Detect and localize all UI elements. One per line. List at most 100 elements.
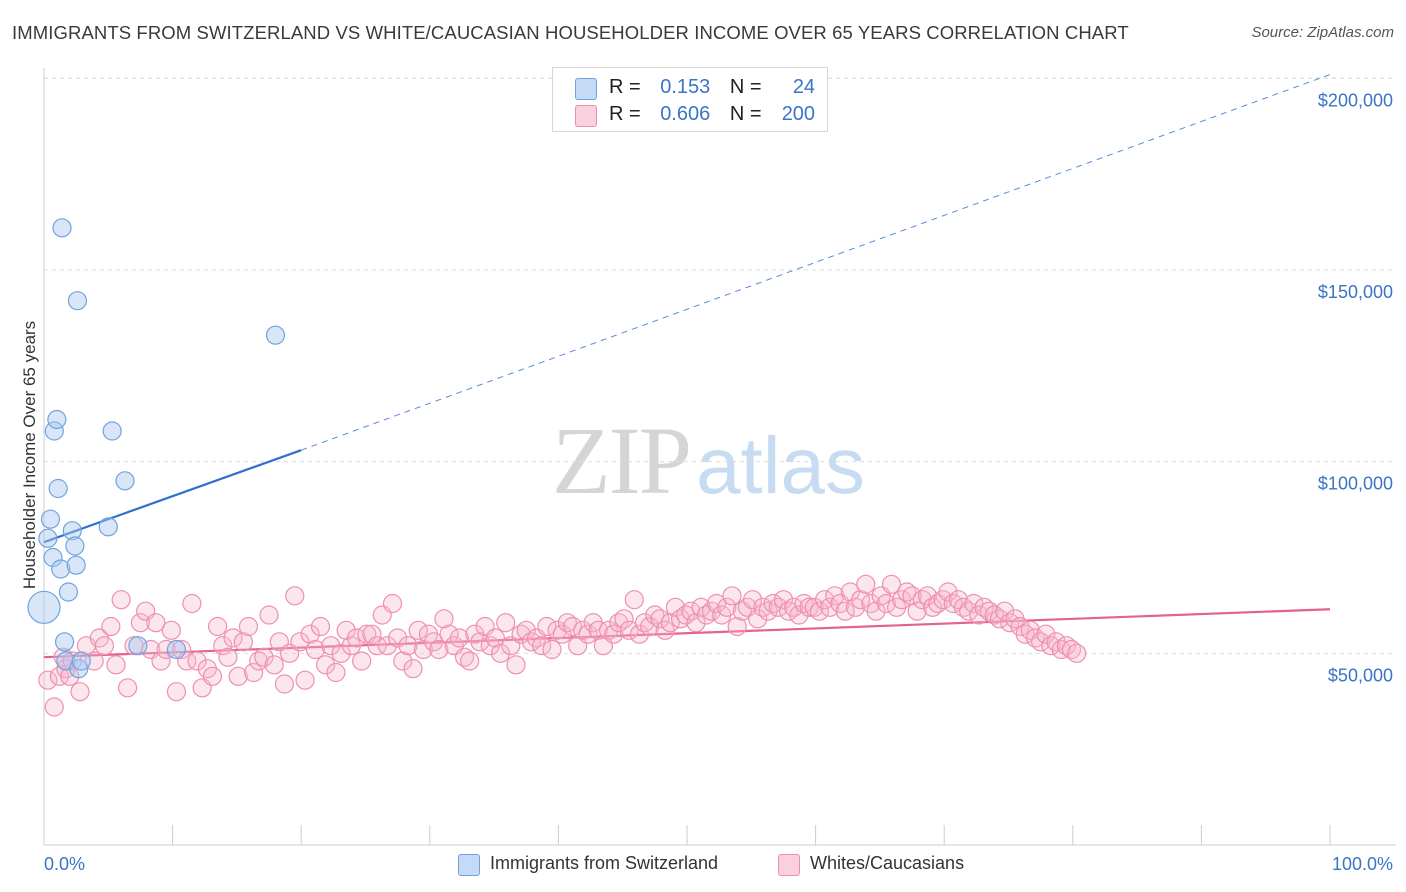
point-whites — [511, 624, 531, 644]
point-whites — [182, 593, 202, 614]
point-whites — [377, 636, 397, 656]
point-whites — [650, 609, 670, 629]
point-whites — [460, 651, 480, 671]
series-legend: Immigrants from Switzerland Whites/Cauca… — [0, 852, 1406, 878]
point-whites — [953, 597, 974, 617]
point-whites — [264, 655, 284, 675]
point-whites — [213, 636, 233, 656]
legend-stats-switzerland: R = 0.153 N = 24 — [609, 76, 815, 99]
legend-label-whites: Whites/Caucasians — [810, 853, 965, 873]
point-whites — [804, 597, 824, 617]
point-whites — [820, 597, 840, 617]
point-whites — [346, 628, 367, 648]
point-switzerland — [38, 528, 58, 548]
point-whites — [866, 601, 886, 621]
point-whites — [305, 639, 325, 660]
point-whites — [974, 597, 994, 617]
legend-swatch-pink — [778, 854, 800, 876]
point-whites — [223, 628, 243, 648]
axes — [43, 68, 1396, 846]
point-whites — [521, 632, 541, 652]
point-whites — [979, 601, 999, 621]
point-whites — [326, 662, 346, 683]
point-whites — [706, 593, 727, 614]
point-whites — [295, 670, 315, 690]
point-switzerland — [43, 547, 63, 568]
point-whites — [1061, 639, 1082, 660]
point-whites — [44, 697, 64, 717]
point-whites — [1036, 624, 1056, 644]
point-whites — [238, 616, 259, 637]
point-whites — [249, 651, 269, 671]
point-whites — [388, 628, 408, 648]
y-axis-label: Householder Income Over 65 years — [20, 321, 39, 589]
point-whites — [789, 605, 809, 625]
legend-n-value: 200 — [781, 103, 816, 125]
point-switzerland — [65, 536, 85, 556]
grid-lines — [44, 77, 1396, 654]
point-whites — [393, 651, 413, 671]
point-switzerland — [40, 509, 61, 529]
point-whites — [763, 593, 783, 614]
point-whites — [840, 582, 860, 602]
point-whites — [454, 647, 475, 667]
point-whites — [588, 620, 608, 640]
point-whites — [670, 609, 691, 629]
point-whites — [300, 624, 320, 644]
point-whites — [187, 651, 207, 671]
point-whites — [1051, 639, 1071, 660]
point-whites — [367, 636, 387, 656]
point-whites — [1041, 636, 1061, 656]
point-whites — [352, 651, 372, 671]
point-whites — [398, 636, 418, 656]
point-whites — [434, 609, 454, 629]
point-switzerland — [27, 590, 61, 624]
point-whites — [413, 639, 433, 660]
point-whites — [640, 616, 660, 637]
point-whites — [634, 613, 655, 633]
point-whites — [686, 613, 706, 633]
point-whites — [202, 666, 223, 686]
point-whites — [362, 624, 382, 644]
point-whites — [964, 593, 984, 614]
point-whites — [902, 586, 922, 606]
chart-title: IMMIGRANTS FROM SWITZERLAND VS WHITE/CAU… — [12, 22, 1129, 43]
legend-swatch-blue — [458, 854, 480, 876]
point-whites — [94, 636, 115, 656]
y-tick-label: $100,000 — [1318, 474, 1393, 494]
point-whites — [485, 628, 505, 648]
correlation-legend: R = 0.153 N = 24 R = 0.606 N = 200 — [552, 67, 828, 132]
point-whites — [228, 666, 248, 686]
y-tick-label: $50,000 — [1328, 665, 1393, 685]
point-whites — [285, 586, 305, 606]
point-switzerland — [166, 639, 187, 660]
point-whites — [557, 613, 578, 633]
point-whites — [403, 659, 423, 679]
point-whites — [537, 616, 557, 637]
legend-swatch-pink — [575, 105, 597, 127]
point-whites — [542, 639, 562, 660]
point-whites — [310, 616, 331, 637]
point-whites — [742, 590, 763, 610]
data-points — [27, 218, 1087, 717]
point-whites — [609, 613, 629, 633]
point-whites — [1015, 624, 1035, 644]
point-switzerland — [58, 582, 79, 602]
point-whites — [995, 601, 1015, 621]
point-whites — [274, 674, 295, 694]
point-whites — [516, 620, 536, 640]
point-whites — [172, 639, 192, 660]
legend-r-value: 0.606 — [660, 103, 711, 125]
point-whites — [573, 620, 593, 640]
point-whites — [1000, 613, 1020, 633]
point-switzerland — [102, 421, 122, 441]
point-whites — [778, 601, 799, 621]
point-whites — [943, 593, 963, 614]
point-whites — [218, 647, 238, 667]
point-switzerland — [128, 636, 148, 656]
point-whites — [897, 582, 917, 602]
legend-n-label: N = — [729, 103, 762, 125]
point-whites — [676, 605, 696, 625]
point-whites — [773, 590, 794, 610]
